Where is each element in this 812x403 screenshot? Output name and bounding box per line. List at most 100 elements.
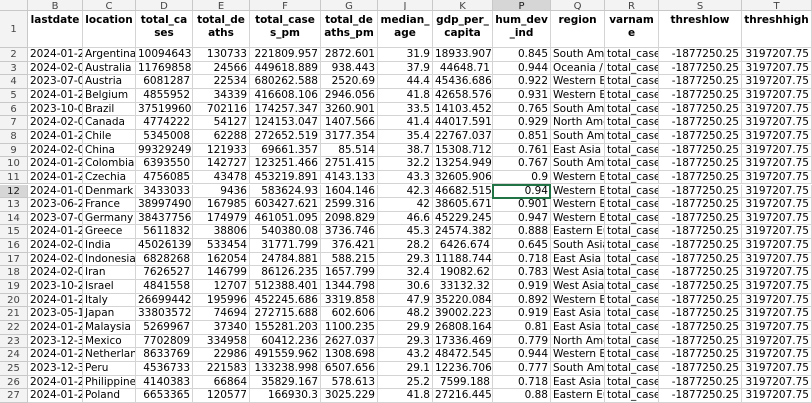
data-cell[interactable]: 45436.686 [433, 75, 493, 89]
header-cell[interactable]: gdp_per_capita [433, 11, 493, 48]
data-cell[interactable]: North America [551, 334, 605, 349]
column-letter[interactable]: E [193, 0, 250, 11]
data-cell[interactable]: 2024-01-28 [28, 389, 83, 403]
data-cell[interactable]: 33132.32 [433, 280, 493, 294]
data-cell[interactable]: 37.9 [378, 61, 433, 76]
data-cell[interactable]: 69661.357 [250, 143, 321, 158]
data-cell[interactable]: 25.2 [378, 375, 433, 390]
data-cell[interactable]: 29.3 [378, 252, 433, 267]
data-cell[interactable]: 221809.957 [250, 48, 321, 62]
data-cell[interactable]: Denmark [83, 184, 136, 199]
data-cell[interactable]: 10094643 [136, 48, 193, 62]
data-cell[interactable]: 46.6 [378, 211, 433, 226]
data-cell[interactable]: total_cases [605, 389, 659, 403]
data-cell[interactable]: 2024-01-28 [28, 225, 83, 240]
data-cell[interactable]: total_cases [605, 307, 659, 321]
column-letter[interactable]: Q [551, 0, 605, 11]
row-number[interactable]: 9 [0, 143, 28, 158]
data-cell[interactable]: 680262.588 [250, 75, 321, 89]
data-cell[interactable]: North America [551, 116, 605, 130]
data-cell[interactable]: 4143.133 [321, 170, 378, 185]
header-cell[interactable]: threshlow [659, 11, 742, 48]
data-cell[interactable]: 35829.167 [250, 375, 321, 390]
data-cell[interactable]: 166930.3 [250, 389, 321, 403]
data-cell[interactable]: 3197207.75 [742, 211, 812, 226]
header-cell[interactable]: total_deaths [193, 11, 250, 48]
data-cell[interactable]: 14103.452 [433, 102, 493, 117]
data-cell[interactable]: Czechia [83, 170, 136, 185]
data-cell[interactable]: 74694 [193, 307, 250, 321]
data-cell[interactable]: -1877250.25 [659, 61, 742, 76]
data-cell[interactable]: 7626527 [136, 266, 193, 281]
data-cell[interactable]: 2024-01-28 [28, 348, 83, 362]
data-cell[interactable]: 38605.671 [433, 198, 493, 212]
data-cell[interactable]: 2946.056 [321, 88, 378, 103]
data-cell[interactable]: 2024-02-04 [28, 239, 83, 253]
data-cell[interactable]: 11769858 [136, 61, 193, 76]
data-cell[interactable]: 0.944 [493, 61, 551, 76]
data-cell[interactable]: 45026139 [136, 239, 193, 253]
data-cell[interactable]: -1877250.25 [659, 225, 742, 240]
data-cell[interactable]: 37519960 [136, 102, 193, 117]
data-cell[interactable]: 42.3 [378, 184, 433, 199]
data-cell[interactable]: 512388.401 [250, 280, 321, 294]
data-cell[interactable]: 3197207.75 [742, 389, 812, 403]
column-letter[interactable]: C [83, 0, 136, 11]
data-cell[interactable]: 0.81 [493, 321, 551, 335]
data-cell[interactable]: 4536733 [136, 361, 193, 376]
column-letter[interactable]: K [433, 0, 493, 11]
data-cell[interactable]: -1877250.25 [659, 293, 742, 308]
data-cell[interactable]: 3197207.75 [742, 280, 812, 294]
data-cell[interactable]: 2023-10-29 [28, 280, 83, 294]
data-cell[interactable]: total_cases [605, 170, 659, 185]
data-cell[interactable]: India [83, 239, 136, 253]
header-cell[interactable]: region [551, 11, 605, 48]
data-cell[interactable]: 3197207.75 [742, 170, 812, 185]
column-letter[interactable]: G [321, 0, 378, 11]
data-cell[interactable]: Peru [83, 361, 136, 376]
data-cell[interactable]: -1877250.25 [659, 129, 742, 144]
data-cell[interactable]: 2024-01-28 [28, 157, 83, 171]
data-cell[interactable]: 3319.858 [321, 293, 378, 308]
data-cell[interactable]: 32.2 [378, 157, 433, 171]
data-cell[interactable]: 1344.798 [321, 280, 378, 294]
data-cell[interactable]: 1604.146 [321, 184, 378, 199]
data-cell[interactable]: -1877250.25 [659, 266, 742, 281]
data-cell[interactable]: 18933.907 [433, 48, 493, 62]
row-number[interactable]: 2 [0, 48, 28, 62]
data-cell[interactable]: 5269967 [136, 321, 193, 335]
data-cell[interactable]: Mexico [83, 334, 136, 349]
row-number[interactable]: 11 [0, 170, 28, 185]
data-cell[interactable]: total_cases [605, 116, 659, 130]
data-cell[interactable]: 31771.799 [250, 239, 321, 253]
data-cell[interactable]: Germany [83, 211, 136, 226]
data-cell[interactable]: Chile [83, 129, 136, 144]
data-cell[interactable]: 334958 [193, 334, 250, 349]
data-cell[interactable]: 0.779 [493, 334, 551, 349]
data-cell[interactable]: -1877250.25 [659, 75, 742, 89]
row-number[interactable]: 12 [0, 184, 28, 199]
data-cell[interactable]: 2627.037 [321, 334, 378, 349]
data-cell[interactable]: total_cases [605, 293, 659, 308]
data-cell[interactable]: 1100.235 [321, 321, 378, 335]
data-cell[interactable]: Oceania / Australia [551, 61, 605, 76]
data-cell[interactable]: total_cases [605, 143, 659, 158]
row-number[interactable]: 13 [0, 198, 28, 212]
data-cell[interactable]: 2024-02-04 [28, 116, 83, 130]
data-cell[interactable]: -1877250.25 [659, 198, 742, 212]
data-cell[interactable]: 32.4 [378, 266, 433, 281]
data-cell[interactable]: 123251.466 [250, 157, 321, 171]
data-cell[interactable]: 32605.906 [433, 170, 493, 185]
row-number[interactable]: 3 [0, 61, 28, 76]
data-cell[interactable]: 6507.656 [321, 361, 378, 376]
data-cell[interactable]: 48472.545 [433, 348, 493, 362]
data-cell[interactable]: 2024-01-28 [28, 129, 83, 144]
data-cell[interactable]: 533454 [193, 239, 250, 253]
data-cell[interactable]: 2024-01-28 [28, 48, 83, 62]
data-cell[interactable]: 38997490 [136, 198, 193, 212]
data-cell[interactable]: 11188.744 [433, 252, 493, 267]
data-cell[interactable]: 0.718 [493, 375, 551, 390]
data-cell[interactable]: 12707 [193, 280, 250, 294]
data-cell[interactable]: 3197207.75 [742, 334, 812, 349]
data-cell[interactable]: 29.1 [378, 361, 433, 376]
